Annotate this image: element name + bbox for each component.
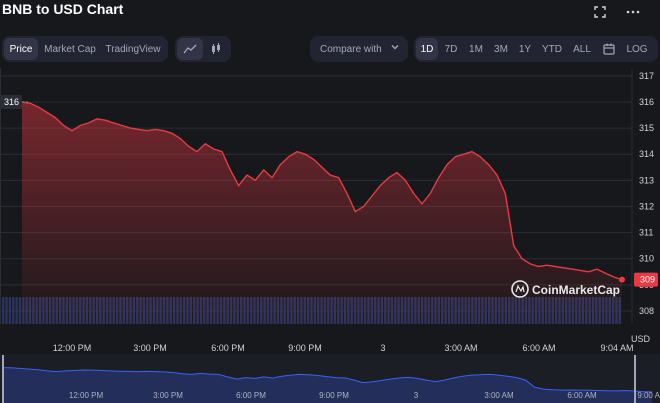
x-tick-label: 9:00 PM (288, 343, 322, 353)
watermark-text: CoinMarketCap (532, 283, 620, 297)
compare-with-label: Compare with (320, 43, 382, 55)
volume-bar (12, 297, 15, 324)
x-tick-label: 6:00 AM (522, 343, 555, 353)
chart-type-toggle (175, 36, 231, 62)
navigator-tick-label: 3:00 PM (153, 391, 183, 400)
current-price-dot (619, 276, 625, 283)
y-axis: 317 316 315 314 313 312 311 310 309 308 USD (631, 71, 654, 344)
current-price-label: 309 (640, 275, 655, 285)
navigator-handle-left (2, 355, 4, 403)
line-chart-icon[interactable] (177, 38, 203, 60)
y-tick-label: 315 (639, 123, 654, 133)
start-price-label: 316 (4, 97, 19, 107)
range-1d[interactable]: 1D (416, 38, 438, 60)
log-scale-toggle[interactable]: LOG (626, 43, 648, 55)
current-price-tag (634, 272, 658, 287)
header-actions (594, 6, 640, 21)
y-tick-label: 311 (639, 228, 653, 238)
navigator-background (0, 354, 660, 403)
time-range-selector: 1D 7D 1M 3M 1Y YTD ALL LOG (414, 36, 658, 62)
price-chart[interactable]: 317 316 315 314 313 312 311 310 309 308 USD 12:00 … (0, 68, 660, 403)
range-1m[interactable]: 1M (469, 43, 483, 55)
x-axis: 12:00 PM 3:00 PM 6:00 PM 9:00 PM 3 3:00 AM 6:0… (53, 343, 634, 353)
volume-bar (5, 297, 8, 324)
y-tick-label: 316 (639, 97, 654, 107)
chevron-down-icon (390, 42, 400, 55)
range-all[interactable]: ALL (573, 43, 591, 55)
navigator-tick-label: 3 (414, 391, 419, 400)
navigator[interactable]: 12:00 PM 3:00 PM 6:00 PM 9:00 PM 3 3:00 AM 6:0… (0, 354, 660, 403)
price-area (21, 101, 625, 324)
x-tick-label: 12:00 PM (53, 343, 92, 353)
chart-toolbar: Price Market Cap TradingView Compare wit… (0, 36, 660, 62)
navigator-tick-label: 9:00 PM (319, 391, 349, 400)
range-7d[interactable]: 7D (444, 43, 458, 55)
x-tick-label: 3 (380, 343, 385, 353)
navigator-tick-label: 3:00 AM (484, 391, 514, 400)
navigator-tick-label: 12:00 PM (69, 391, 104, 400)
more-dots-icon[interactable] (626, 6, 640, 21)
x-tick-label: 6:00 PM (211, 343, 245, 353)
navigator-area (2, 367, 652, 403)
tab-market-cap[interactable]: Market Cap (44, 43, 96, 55)
volume-bar (15, 297, 18, 324)
price-labels: 316 309 (0, 94, 658, 287)
chart-title: BNB to USD Chart (2, 1, 124, 17)
compare-with-dropdown[interactable]: Compare with (310, 36, 408, 62)
y-tick-label: 308 (639, 306, 654, 316)
range-1y[interactable]: 1Y (518, 43, 532, 55)
tab-price[interactable]: Price (4, 38, 38, 60)
range-3m[interactable]: 3M (494, 43, 508, 55)
volume-bar (18, 297, 22, 324)
price-line (21, 101, 623, 281)
navigator-tick-label: 9:00 AM (637, 391, 660, 400)
navigator-tick-label: 6:00 AM (567, 391, 597, 400)
range-ytd[interactable]: YTD (542, 43, 562, 55)
tab-tradingview[interactable]: TradingView (105, 43, 161, 55)
y-tick-label: 317 (639, 71, 654, 81)
coinmarketcap-watermark: CoinMarketCap (511, 280, 620, 298)
y-tick-label: 312 (639, 201, 654, 211)
navigator-tick-label: 6:00 PM (236, 391, 266, 400)
y-tick-label: 310 (639, 254, 654, 264)
view-tabs: Price Market Cap TradingView (2, 36, 168, 62)
fullscreen-icon[interactable] (594, 6, 606, 21)
price-area-fill (22, 102, 622, 324)
navigator-handle-right (634, 355, 636, 403)
calendar-icon[interactable] (596, 38, 622, 60)
x-tick-label: 3:00 PM (133, 343, 167, 353)
y-tick-label: 313 (639, 175, 654, 185)
volume-bar (2, 297, 5, 324)
y-axis-unit: USD (631, 334, 651, 344)
x-tick-label: 3:00 AM (444, 343, 477, 353)
volume-bar (8, 297, 12, 324)
candlestick-icon[interactable] (203, 38, 229, 60)
x-tick-label: 9:04 AM (600, 343, 633, 353)
start-price-tag (0, 94, 22, 109)
navigator-line (1, 367, 653, 393)
y-tick-label: 314 (639, 149, 654, 159)
